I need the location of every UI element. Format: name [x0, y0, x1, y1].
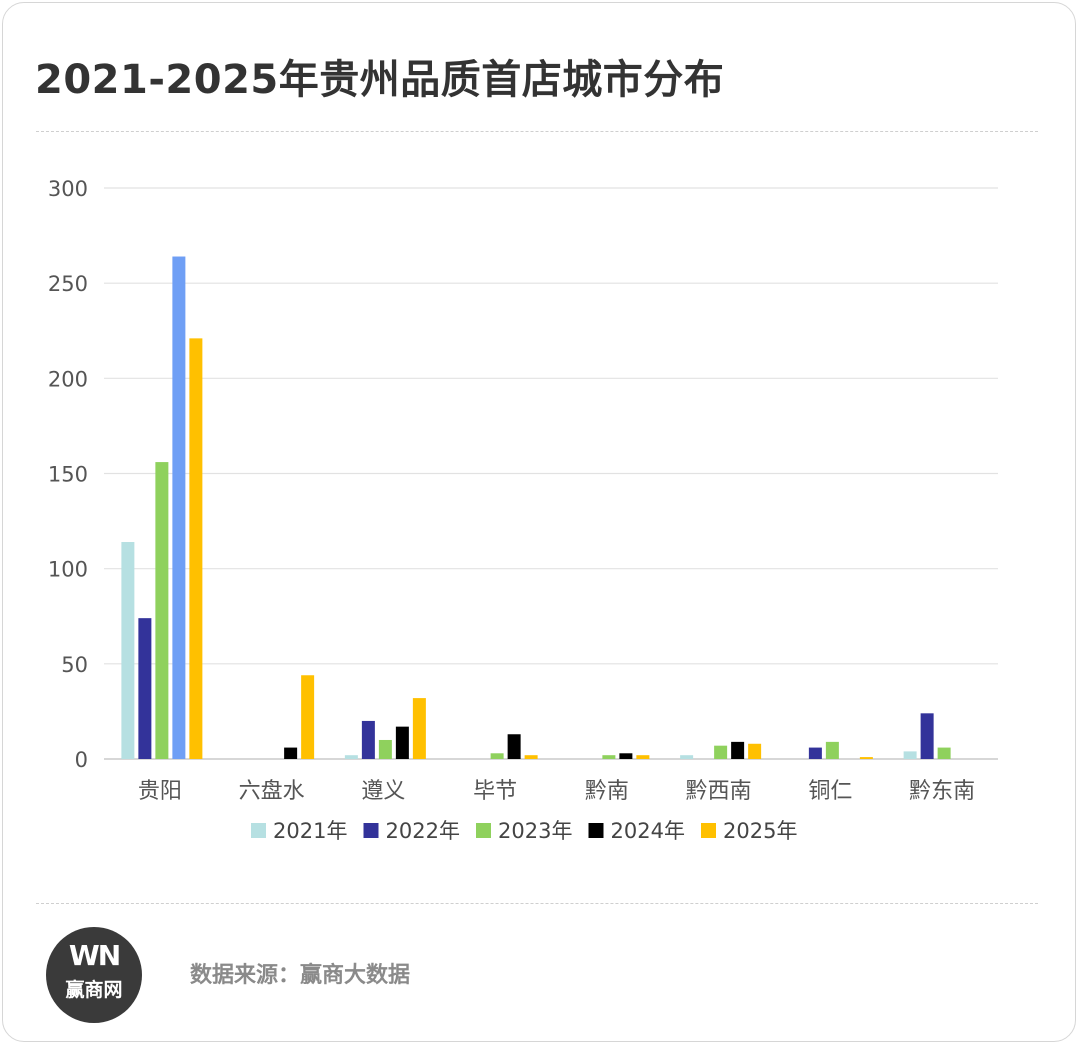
legend-swatch [476, 823, 491, 838]
x-tick-label: 黔东南 [909, 779, 975, 804]
legend-swatch [363, 823, 379, 838]
x-tick-label: 铜仁 [808, 779, 852, 804]
y-tick-label: 100 [48, 558, 88, 582]
bar [172, 256, 186, 759]
legend-swatch [701, 823, 716, 838]
y-tick-label: 300 [48, 177, 88, 201]
x-tick-label: 遵义 [361, 779, 405, 804]
footer-divider [36, 903, 1038, 904]
title-divider [36, 131, 1038, 132]
y-tick-label: 0 [75, 748, 88, 772]
x-tick-label: 贵阳 [138, 779, 182, 804]
bar [138, 618, 152, 759]
bar [524, 755, 538, 759]
bar [602, 755, 616, 759]
bar [284, 747, 298, 759]
bar [344, 755, 358, 759]
bar [825, 741, 839, 759]
bar [507, 734, 521, 759]
bar [395, 726, 409, 759]
bar [937, 747, 951, 759]
legend-label: 2023年 [498, 819, 572, 843]
legend-label: 2021年 [273, 819, 347, 843]
legend-swatch [251, 823, 266, 838]
x-tick-label: 黔南 [585, 779, 629, 804]
bar [636, 755, 650, 759]
bar [808, 747, 822, 759]
legend-label: 2022年 [386, 819, 460, 843]
y-tick-label: 150 [48, 463, 88, 487]
bar [731, 741, 745, 759]
x-tick-label: 六盘水 [239, 779, 305, 804]
legend-label: 2024年 [611, 819, 685, 843]
bar [748, 743, 762, 759]
x-tick-label: 黔西南 [686, 779, 752, 804]
bar [361, 720, 375, 759]
legend-swatch [588, 823, 604, 838]
chart-title: 2021-2025年贵州品质首店城市分布 [35, 57, 725, 103]
bar [301, 675, 315, 759]
bar [714, 745, 728, 759]
y-tick-label: 200 [48, 367, 88, 391]
legend-label: 2025年 [723, 819, 797, 843]
bar [155, 462, 169, 759]
bar-chart: 0 50 100 150 200 250 300 贵阳 六盘水 遵义 毕节 黔南 黔西南 铜仁 黔东南 202… [48, 177, 998, 843]
bar [189, 338, 203, 759]
bar [619, 753, 633, 759]
bar [378, 739, 392, 759]
bar [859, 757, 873, 759]
data-source: 数据来源：赢商大数据 [190, 963, 411, 988]
y-tick-label: 250 [48, 272, 88, 296]
bar [412, 698, 426, 759]
bar [920, 713, 934, 759]
bar [903, 751, 917, 759]
brand-logo: WN 赢商网 [46, 927, 142, 1023]
bar [121, 542, 135, 759]
x-tick-label: 毕节 [473, 779, 517, 804]
brand-logo-mark: WN [68, 939, 121, 972]
bar [680, 755, 694, 759]
brand-logo-name: 赢商网 [65, 979, 123, 1001]
y-tick-label: 50 [61, 653, 88, 677]
bar [490, 753, 504, 759]
